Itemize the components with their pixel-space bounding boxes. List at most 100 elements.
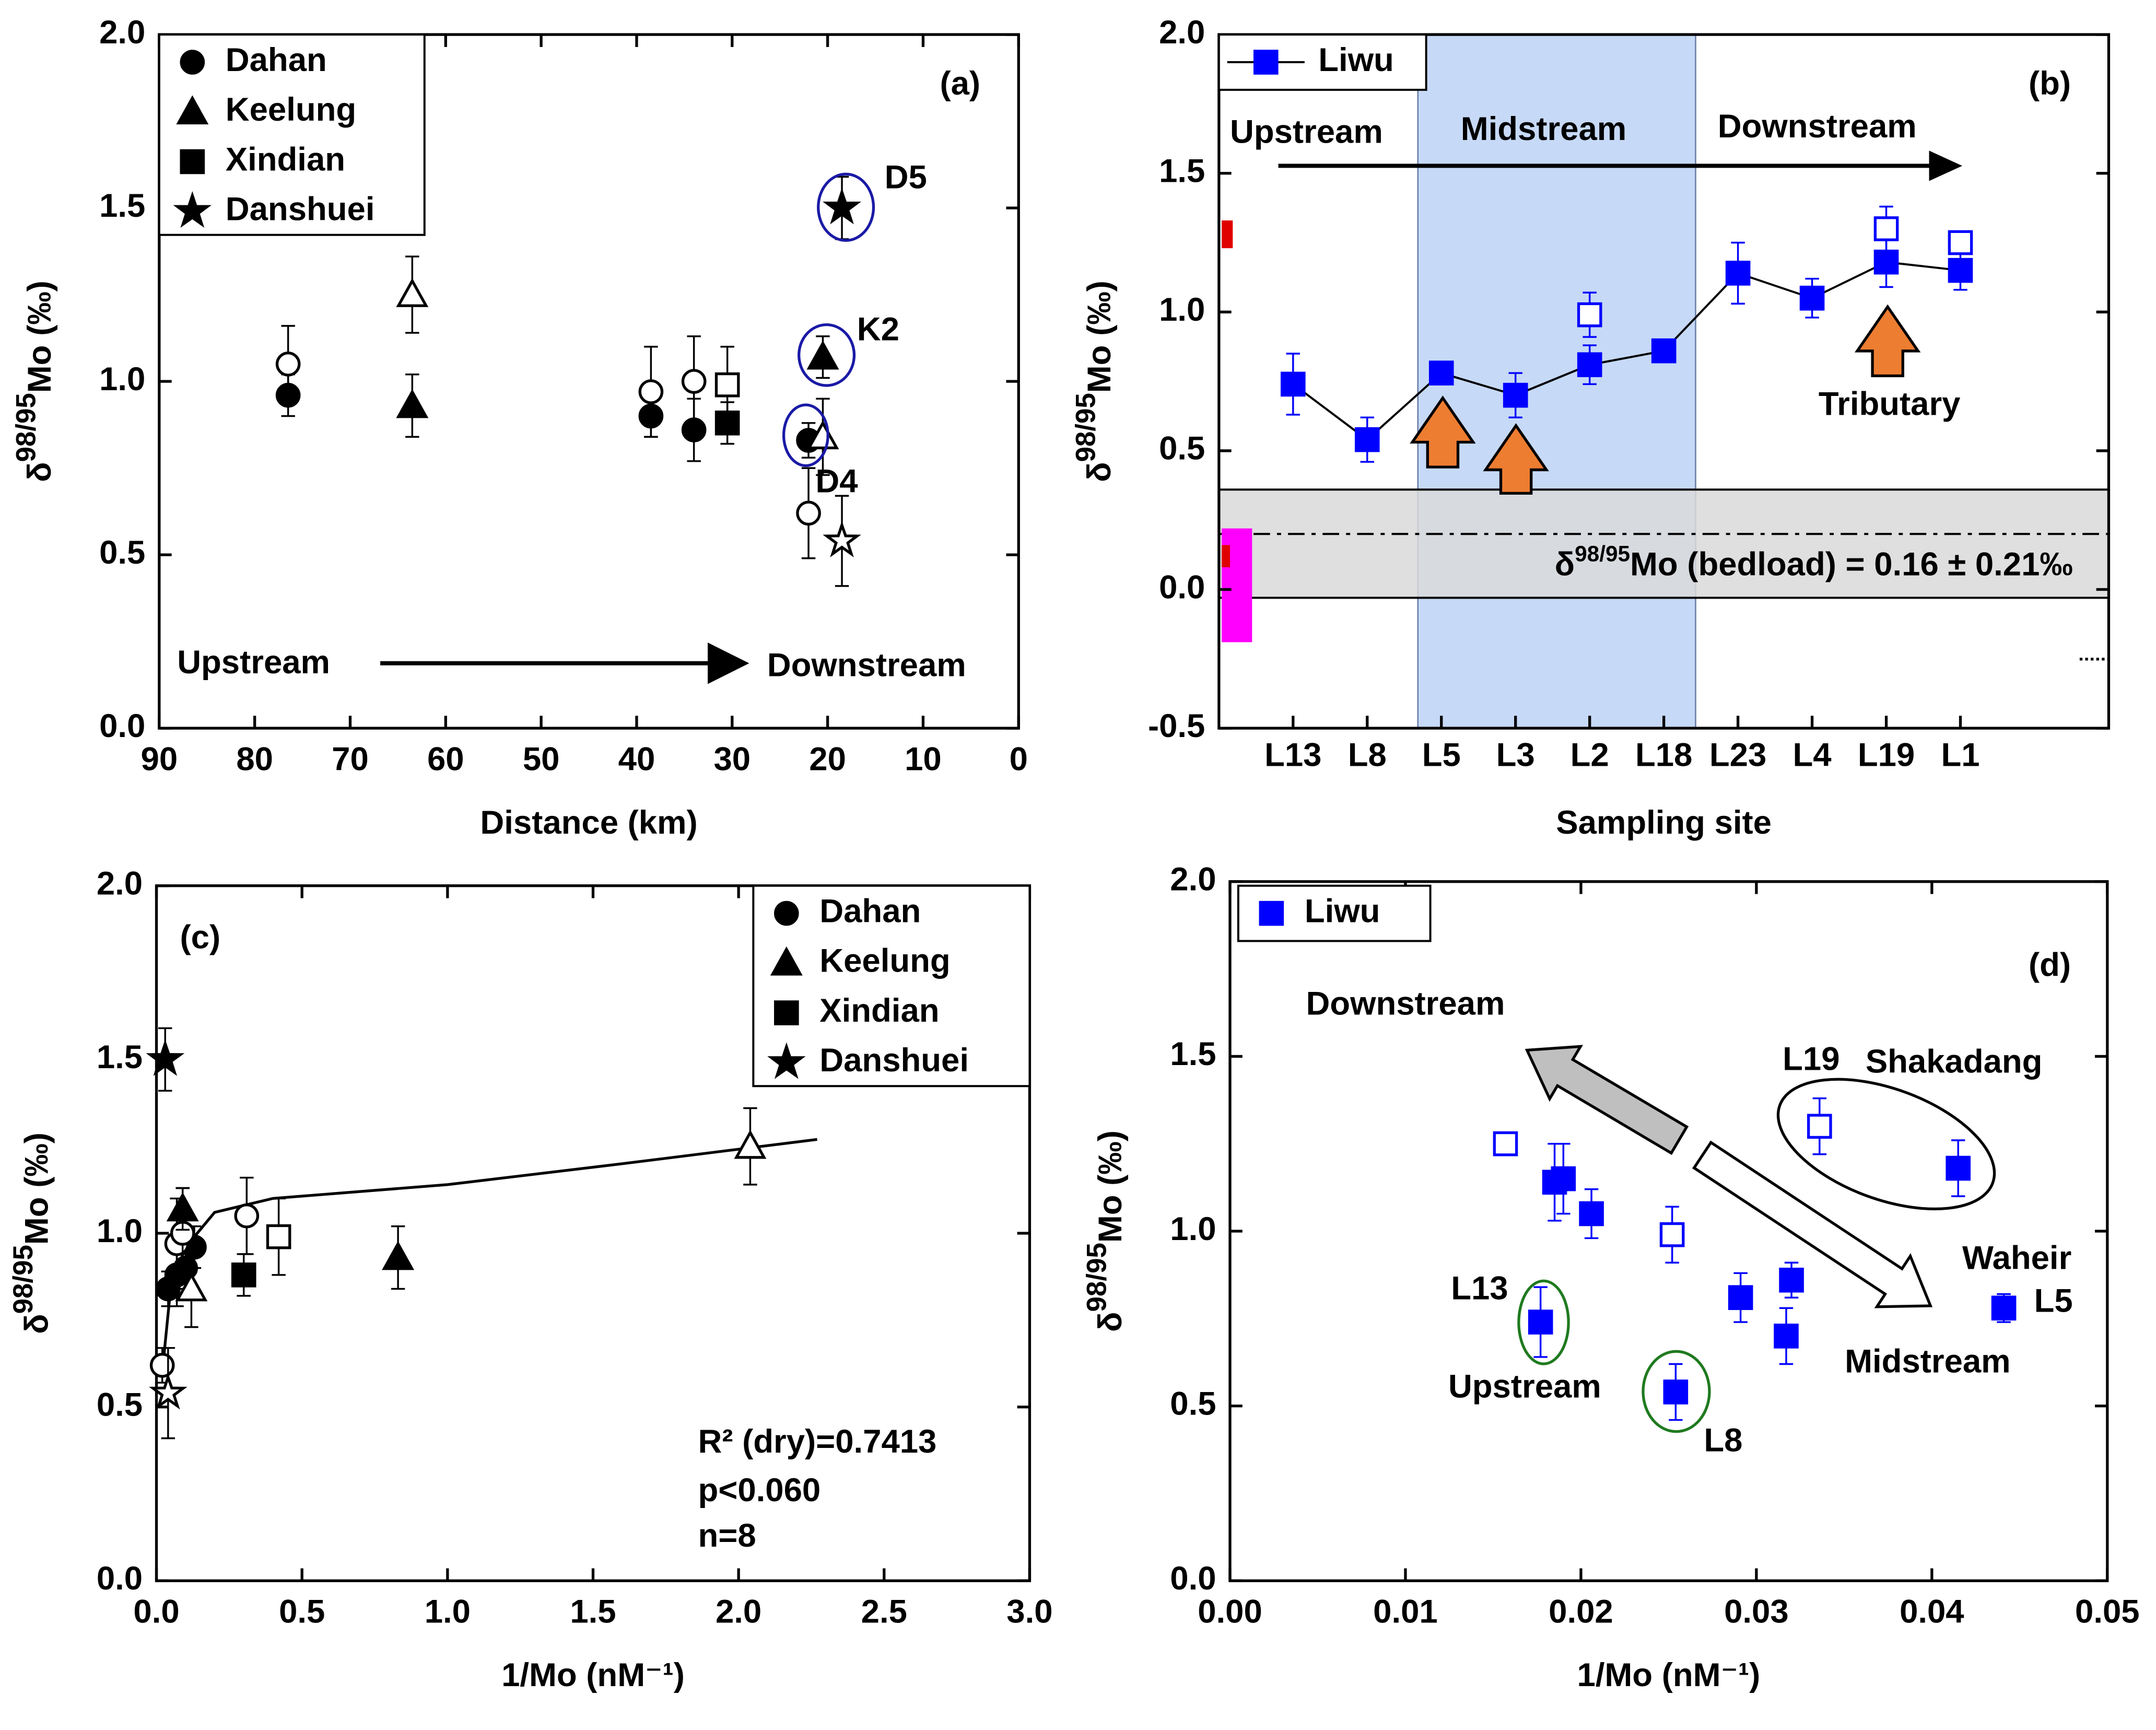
marker: [1948, 230, 1973, 255]
x-tick-label: L13: [1264, 737, 1321, 773]
x-tick-label: 1.5: [570, 1594, 616, 1630]
legend-label: Liwu: [1318, 42, 1394, 78]
data-layer: [275, 176, 861, 587]
marker: [770, 946, 803, 976]
x-tick-label: 0: [1010, 741, 1028, 777]
marker: [266, 1224, 291, 1249]
data-layer: [1493, 1097, 2017, 1421]
y-label-prefix: δ: [21, 462, 58, 483]
marker: [234, 1203, 260, 1229]
marker: [1873, 249, 1899, 275]
bedload-band: [1217, 488, 2110, 599]
marker: [1663, 1380, 1689, 1405]
y-label-main: Mo (‰): [21, 280, 58, 393]
annotation: Upstream: [1448, 1368, 1601, 1405]
x-tick-label: L18: [1635, 737, 1692, 773]
y-tick-label: 1.5: [99, 188, 145, 224]
marker: [1779, 1267, 1804, 1293]
marker: [1807, 1114, 1832, 1139]
marker: [1428, 360, 1454, 385]
marker: [146, 1039, 185, 1076]
y-tick-label: 1.0: [99, 361, 145, 398]
marker: [1577, 352, 1602, 378]
y-axis-label: δ98/95Mo (‰): [1070, 280, 1117, 482]
annotation: K2: [857, 311, 899, 348]
annotation: Downstream: [767, 647, 966, 683]
marker: [1493, 1131, 1518, 1156]
marker: [1253, 50, 1279, 75]
x-tick-label: 2.5: [861, 1594, 907, 1630]
y-tick-label: 0.0: [97, 1560, 143, 1597]
marker: [823, 188, 861, 225]
annotation: (a): [940, 65, 980, 102]
panel: -0.5 0.0 0.5 1.0 1.5 2.0 L13 L8 L5 L3 L2 L18 L23 L4 L1…: [1070, 14, 2111, 841]
x-tick-label: 2.0: [716, 1594, 761, 1630]
legend-box: [1217, 33, 1427, 91]
y-tick-label: 1.5: [1170, 1036, 1216, 1072]
x-tick-label: L1: [1941, 737, 1979, 773]
y-tick-label: 1.5: [97, 1039, 143, 1076]
x-tick-label: 70: [332, 741, 369, 777]
y-tick-label: 0.0: [1159, 569, 1205, 605]
legend: Dahan Keelung Xindian Danshuei: [158, 33, 426, 236]
annotation: Midstream: [1845, 1343, 2010, 1380]
x-tick-label: 0.0: [133, 1594, 179, 1630]
annotation: (c): [180, 919, 221, 956]
x-tick-label: 20: [809, 741, 846, 777]
block-arrow: [1483, 423, 1549, 495]
annotation: Downstream: [1718, 108, 1917, 145]
y-tick-label: 0.0: [99, 708, 145, 744]
y-label-prefix: δ: [1092, 1312, 1129, 1331]
annotation: Shakadang: [1866, 1044, 2043, 1080]
x-tick-label: L23: [1709, 737, 1766, 773]
y-tick-label: 1.0: [1170, 1211, 1216, 1247]
y-tick-label: 1.0: [1159, 291, 1205, 328]
panel: 0.0 0.5 1.0 1.5 2.0 90 80 70 60 50 40 30 20 10 0 Distan…: [10, 14, 1027, 841]
y-tick-label: 1.0: [97, 1213, 143, 1249]
back-layer: [1217, 33, 2110, 729]
x-tick-label: 0.05: [2075, 1594, 2140, 1630]
y-tick-label: 2.0: [99, 14, 145, 51]
group-ellipse: [1776, 1078, 1996, 1211]
x-tick-label: 50: [523, 741, 560, 777]
annotation: L13: [1451, 1270, 1508, 1307]
x-tick-label: 0.01: [1373, 1594, 1438, 1630]
marker: [1799, 285, 1825, 311]
legend-label: Dahan: [226, 42, 327, 78]
y-tick-label: 0.5: [99, 534, 145, 571]
x-tick-label: 1.0: [425, 1594, 471, 1630]
annotation: Midstream: [1461, 111, 1626, 147]
legend-label: Dahan: [819, 893, 921, 929]
x-axis-label: Distance (km): [480, 804, 697, 841]
annotation: n=8: [698, 1517, 756, 1554]
annotation: Waheir: [1962, 1240, 2071, 1276]
marker: [275, 352, 301, 377]
legend: Liwu: [1237, 884, 1432, 942]
y-label-main: Mo (‰): [1081, 280, 1118, 393]
legend-box: [158, 33, 426, 236]
y-axis-label: δ98/95Mo (‰): [10, 280, 57, 482]
y-label-sup: 98/95: [10, 393, 41, 462]
annotation: (d): [2029, 947, 2071, 984]
x-axis-label: 1/Mo (nM⁻¹): [1577, 1657, 1761, 1693]
marker: [1991, 1295, 2017, 1321]
x-tick-label: L19: [1858, 737, 1915, 773]
marker: [166, 1192, 199, 1222]
annotation-text: Mo (bedload) = 0.16 ± 0.21‰: [1630, 546, 2073, 582]
legend-label: Liwu: [1305, 893, 1380, 929]
marker: [1873, 216, 1899, 241]
marker: [1577, 302, 1602, 328]
marker: [1946, 1155, 1971, 1181]
annotation: (b): [2029, 65, 2071, 102]
arrow-head: [1929, 150, 1963, 181]
reference-range: [1222, 545, 1230, 568]
x-tick-label: 10: [905, 741, 942, 777]
block-arrow: [1854, 304, 1921, 378]
y-tick-label: 2.0: [1170, 861, 1216, 898]
marker: [1948, 258, 1973, 283]
x-tick-label: 0.04: [1900, 1594, 1964, 1630]
x-tick-label: 90: [141, 741, 178, 777]
series-line: [1292, 261, 1961, 441]
